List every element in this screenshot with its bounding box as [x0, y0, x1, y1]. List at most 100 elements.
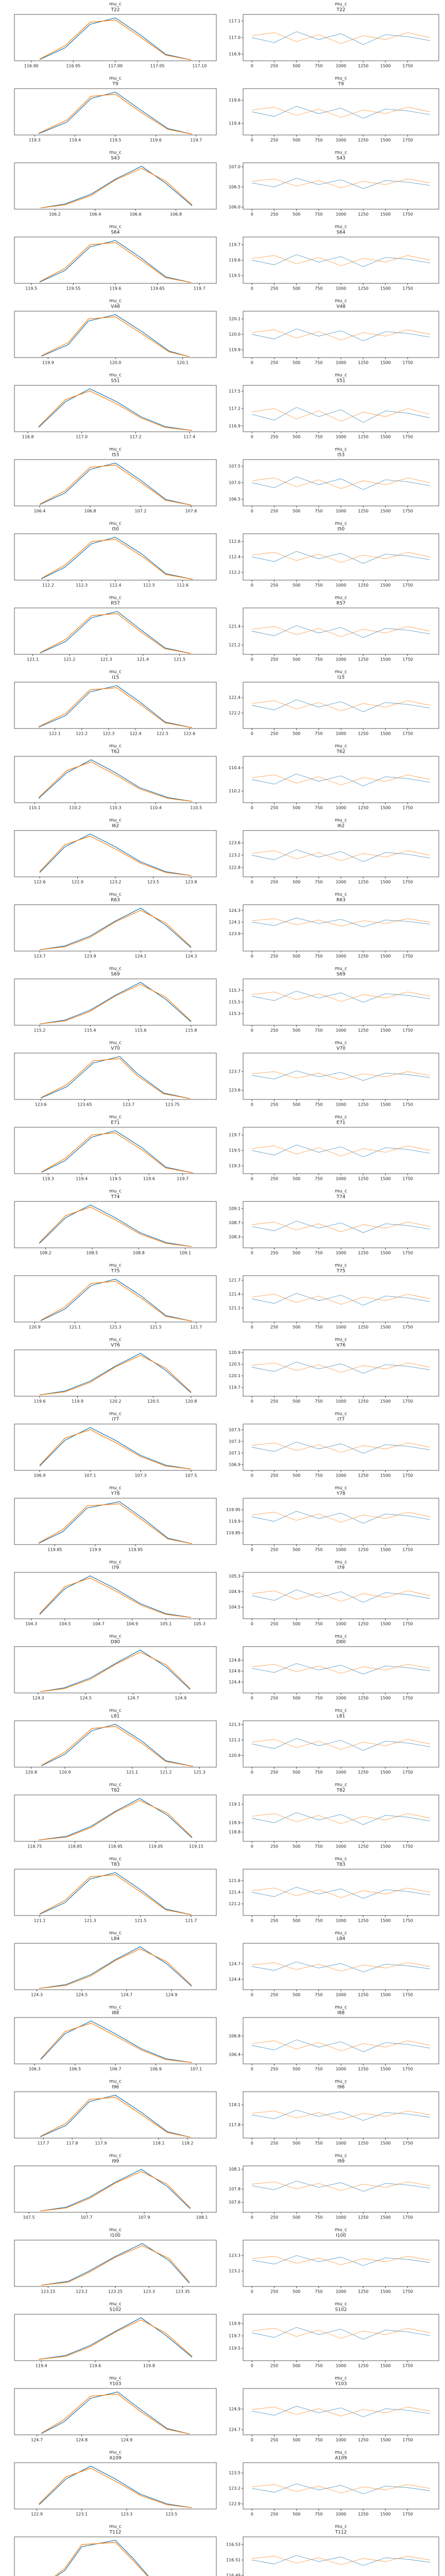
x-tick-label: 500: [293, 1770, 300, 1775]
trace-line: [252, 1294, 430, 1305]
x-tick-label: 1500: [380, 1103, 390, 1107]
y-tick-label: 109.1: [229, 1206, 241, 1211]
x-tick-label: 124.9: [165, 1993, 177, 1997]
x-tick-label: 750: [315, 361, 322, 365]
y-tick-label: 119.95: [226, 1507, 241, 1512]
x-tick-label: 1500: [380, 2438, 390, 2443]
panel-title: mu_c: [335, 967, 347, 972]
x-tick-label: 1250: [358, 2364, 368, 2368]
trace-line: [252, 2405, 430, 2417]
panel-subtitle: S69: [336, 972, 345, 977]
plot-frame: [14, 1646, 217, 1693]
x-tick-label: 1750: [402, 361, 413, 365]
plot-frame: [14, 1720, 217, 1768]
y-tick-label: 124.1: [229, 920, 241, 924]
x-tick-label: 118.75: [27, 1844, 42, 1849]
x-tick-label: 1250: [358, 732, 368, 736]
x-tick-label: 120.9: [59, 1770, 71, 1775]
x-tick-label: 250: [270, 509, 278, 514]
panel-subtitle: I62: [112, 824, 119, 829]
x-tick-label: 0: [251, 1696, 253, 1701]
trace-line: [252, 1888, 430, 1898]
y-tick-label: 106.5: [229, 497, 241, 502]
density-line: [39, 465, 192, 505]
x-tick-label: 1500: [380, 435, 390, 439]
x-tick-label: 1500: [380, 1919, 390, 1923]
x-tick-label: 1000: [336, 2290, 346, 2294]
trace-line: [252, 918, 430, 927]
panel-title: mu_c: [335, 1783, 347, 1788]
x-tick-label: 750: [315, 286, 322, 291]
y-tick-label: 107.0: [229, 481, 241, 485]
trace-line: [252, 1144, 430, 1158]
x-tick-label: 500: [293, 657, 300, 662]
x-tick-label: 123.8: [185, 880, 197, 885]
y-tick-label: 119.9: [229, 1519, 241, 1524]
plot-frame: [14, 1201, 217, 1248]
density-line: [40, 1281, 193, 1321]
y-tick-label: 121.7: [229, 1278, 241, 1283]
plot-frame: [14, 1498, 217, 1545]
x-tick-label: 250: [270, 2364, 278, 2368]
plot-frame: [243, 1349, 439, 1397]
density-line: [41, 1723, 193, 1767]
x-tick-label: 106.5: [69, 2067, 81, 2072]
y-tick-label: 119.85: [226, 1531, 241, 1535]
y-tick-label: 120.5: [229, 1362, 241, 1367]
x-tick-label: 1750: [402, 1399, 413, 1404]
x-tick-label: 500: [293, 954, 300, 959]
x-tick-label: 1000: [336, 509, 346, 514]
trace-line: [252, 1887, 430, 1899]
x-tick-label: 0: [251, 954, 253, 959]
y-tick-label: 123.2: [229, 853, 241, 858]
x-tick-label: 119.4: [36, 2364, 47, 2368]
panel-title: mu_c: [109, 1634, 122, 1639]
x-tick-label: 1250: [358, 212, 368, 217]
panel-subtitle: T9: [337, 82, 344, 87]
plot-frame: [243, 607, 439, 655]
trace-line: [252, 850, 430, 861]
panel-subtitle: I79: [112, 1566, 119, 1571]
panel-title: mu_c: [335, 596, 347, 601]
x-tick-label: 1250: [358, 1473, 368, 1478]
density-line: [41, 1132, 193, 1173]
x-tick-label: 119.7: [194, 286, 206, 291]
x-tick-label: 1250: [358, 806, 368, 810]
plot-frame: [14, 1275, 217, 1323]
density-line: [40, 611, 191, 654]
density-line: [39, 1429, 192, 1470]
x-tick-label: 250: [270, 2067, 278, 2072]
panel-subtitle: I15: [337, 675, 345, 681]
density-line: [39, 2468, 192, 2509]
y-tick-label: 104.9: [229, 1589, 241, 1594]
x-tick-label: 750: [315, 1473, 322, 1478]
x-tick-label: 123.3: [143, 2290, 155, 2294]
panel-title: mu_c: [109, 2079, 122, 2084]
panel-title: mu_c: [335, 2450, 347, 2455]
x-tick-label: 1500: [380, 2141, 390, 2146]
y-tick-label: 124.9: [229, 2407, 241, 2412]
x-tick-label: 1250: [358, 1696, 368, 1701]
x-tick-label: 119.5: [25, 286, 37, 291]
trace-line: [252, 2555, 430, 2566]
plot-frame: [243, 88, 439, 135]
y-tick-label: 107.5: [229, 464, 241, 468]
y-tick-label: 123.2: [229, 2269, 241, 2274]
x-tick-label: 112.3: [76, 583, 88, 588]
x-tick-label: 1250: [358, 1844, 368, 1849]
x-tick-label: 1750: [402, 435, 413, 439]
x-tick-label: 1500: [380, 2290, 390, 2294]
y-tick-label: 119.7: [229, 1385, 241, 1390]
y-tick-label: 118.9: [229, 1821, 241, 1825]
plot-frame: [243, 830, 439, 877]
x-tick-label: 250: [270, 1919, 278, 1923]
density-line: [56, 2539, 149, 2576]
panel-subtitle: I100: [110, 2233, 121, 2239]
x-tick-label: 115.2: [34, 1028, 46, 1033]
trace-line: [252, 178, 430, 188]
x-tick-label: 124.8: [76, 2438, 88, 2443]
plot-frame: [243, 2314, 439, 2361]
x-tick-label: 119.6: [143, 1177, 155, 1181]
x-tick-label: 1500: [380, 2067, 390, 2072]
x-tick-label: 107.6: [185, 509, 197, 514]
